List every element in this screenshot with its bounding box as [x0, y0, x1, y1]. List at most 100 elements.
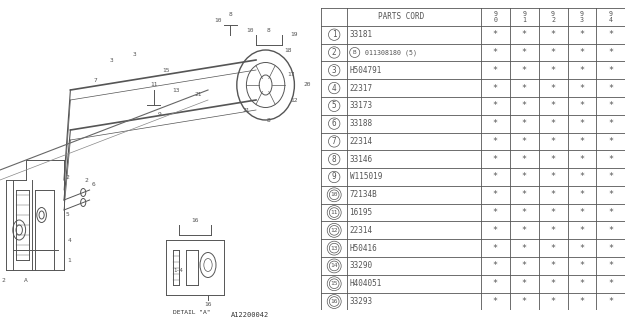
Text: 17: 17 [287, 73, 295, 77]
Text: *: * [609, 84, 613, 92]
Text: 15: 15 [163, 68, 170, 73]
Text: 13: 13 [330, 246, 338, 251]
Text: *: * [493, 279, 498, 288]
Text: *: * [493, 244, 498, 253]
Text: *: * [609, 30, 613, 39]
Text: *: * [609, 119, 613, 128]
Text: B: B [353, 50, 356, 55]
Text: 13: 13 [172, 87, 180, 92]
Text: PARTS CORD: PARTS CORD [378, 12, 424, 21]
Text: 16: 16 [204, 302, 212, 308]
Text: 9: 9 [158, 113, 162, 117]
Text: *: * [522, 137, 527, 146]
Text: *: * [579, 261, 584, 270]
Text: 9
1: 9 1 [522, 11, 526, 23]
Text: *: * [550, 226, 556, 235]
Text: *: * [522, 155, 527, 164]
Text: *: * [493, 155, 498, 164]
Text: 9
4: 9 4 [609, 11, 613, 23]
Text: *: * [522, 101, 527, 110]
Text: *: * [609, 244, 613, 253]
Text: 1-4: 1-4 [173, 268, 182, 273]
Text: *: * [609, 101, 613, 110]
Text: *: * [609, 137, 613, 146]
Text: 33290: 33290 [349, 261, 372, 270]
Text: *: * [579, 30, 584, 39]
Text: 4: 4 [67, 237, 71, 243]
Text: *: * [522, 119, 527, 128]
Text: 22314: 22314 [349, 226, 372, 235]
Text: 12: 12 [291, 98, 298, 102]
Text: 6: 6 [332, 119, 337, 128]
Text: 3: 3 [110, 58, 114, 62]
Text: 22314: 22314 [349, 137, 372, 146]
Text: *: * [579, 155, 584, 164]
Text: *: * [579, 48, 584, 57]
Text: *: * [609, 172, 613, 181]
Text: 8: 8 [332, 155, 337, 164]
Text: 10: 10 [214, 18, 221, 22]
Text: *: * [550, 101, 556, 110]
Text: 2: 2 [1, 277, 5, 283]
Text: *: * [609, 48, 613, 57]
Text: 2: 2 [66, 175, 69, 180]
Text: *: * [609, 297, 613, 306]
Text: 9: 9 [332, 172, 337, 181]
Text: *: * [579, 244, 584, 253]
Text: *: * [579, 297, 584, 306]
Text: *: * [493, 66, 498, 75]
Text: *: * [493, 297, 498, 306]
Text: *: * [550, 208, 556, 217]
Text: 18: 18 [284, 47, 292, 52]
Text: *: * [550, 297, 556, 306]
Text: 20: 20 [303, 83, 311, 87]
Text: *: * [609, 155, 613, 164]
Text: 3: 3 [332, 66, 337, 75]
Text: *: * [522, 226, 527, 235]
Text: 2: 2 [332, 48, 337, 57]
Text: *: * [493, 208, 498, 217]
Text: 15: 15 [330, 281, 338, 286]
Text: 8: 8 [267, 28, 271, 33]
Text: 22317: 22317 [349, 84, 372, 92]
Text: 9
2: 9 2 [551, 11, 555, 23]
Text: *: * [550, 244, 556, 253]
Text: *: * [609, 66, 613, 75]
Text: *: * [522, 190, 527, 199]
Text: *: * [579, 172, 584, 181]
Text: 11: 11 [330, 210, 338, 215]
Text: A12200042: A12200042 [230, 312, 269, 318]
Text: 9
0: 9 0 [493, 11, 497, 23]
Text: 72134B: 72134B [349, 190, 378, 199]
Text: 7: 7 [332, 137, 337, 146]
Text: *: * [522, 279, 527, 288]
Text: *: * [609, 208, 613, 217]
Text: *: * [522, 84, 527, 92]
Text: 33188: 33188 [349, 119, 372, 128]
Text: 16: 16 [330, 299, 338, 304]
Text: 10: 10 [246, 28, 253, 33]
Text: *: * [609, 190, 613, 199]
Text: 8: 8 [267, 117, 271, 123]
Text: *: * [579, 279, 584, 288]
Text: H50416: H50416 [349, 244, 378, 253]
Text: *: * [522, 48, 527, 57]
Text: *: * [609, 279, 613, 288]
Text: *: * [579, 84, 584, 92]
Text: *: * [579, 66, 584, 75]
Text: *: * [550, 30, 556, 39]
Text: 10: 10 [330, 192, 338, 197]
Text: 33146: 33146 [349, 155, 372, 164]
Text: 16: 16 [191, 218, 199, 222]
Text: 16195: 16195 [349, 208, 372, 217]
Text: H404051: H404051 [349, 279, 382, 288]
Text: *: * [522, 297, 527, 306]
Text: *: * [493, 30, 498, 39]
Text: 12: 12 [330, 228, 338, 233]
Text: *: * [493, 119, 498, 128]
Text: 14: 14 [330, 263, 338, 268]
Text: *: * [579, 208, 584, 217]
Text: *: * [522, 261, 527, 270]
Text: 11: 11 [150, 83, 157, 87]
Text: 4: 4 [332, 84, 337, 92]
